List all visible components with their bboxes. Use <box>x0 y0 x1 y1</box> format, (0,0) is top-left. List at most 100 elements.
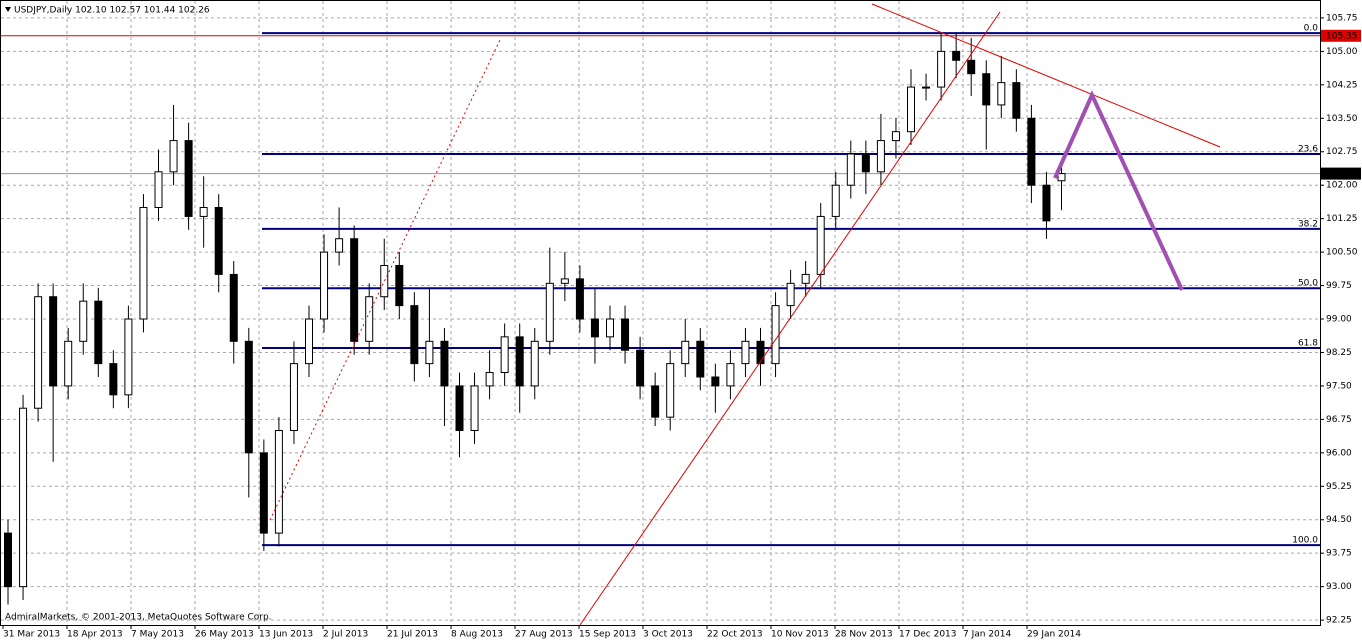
x-tick-label: 21 Jul 2013 <box>387 630 438 640</box>
y-tick-label: 104.25 <box>1326 80 1358 90</box>
candle-body <box>34 296 43 409</box>
fib-label: 50.0 <box>1298 279 1318 289</box>
y-tick-label: 96.00 <box>1326 448 1352 458</box>
candle-body <box>350 238 359 342</box>
x-tick-label: 8 Aug 2013 <box>451 630 503 640</box>
candle-body <box>816 215 825 275</box>
candle-body <box>545 282 554 342</box>
y-tick-label: 93.75 <box>1326 549 1352 559</box>
candle-body <box>455 385 464 432</box>
alert-price-box <box>1321 29 1361 42</box>
candle-body <box>49 296 58 387</box>
y-tick-label: 102.75 <box>1326 147 1358 157</box>
trend-line <box>579 11 1001 626</box>
candle-body <box>560 278 569 284</box>
trend-line-dashed <box>269 39 501 521</box>
candle-body <box>786 282 795 307</box>
candle-body <box>94 300 103 365</box>
y-tick-label: 99.75 <box>1326 281 1352 291</box>
candle-body <box>681 340 690 365</box>
candle-body <box>199 207 208 217</box>
candle-body <box>440 340 449 387</box>
candle-body <box>485 372 494 387</box>
candle-body <box>696 340 705 378</box>
candle-body <box>666 363 675 418</box>
x-tick-label: 18 Apr 2013 <box>67 630 123 640</box>
alert-price-label: 105.35 <box>1326 31 1358 41</box>
candle-body <box>1027 117 1036 186</box>
candle-body <box>861 153 870 173</box>
x-tick-label: 28 Nov 2013 <box>835 630 893 640</box>
candle-body <box>365 296 374 342</box>
candle-body <box>590 318 599 338</box>
candle-body <box>575 278 584 320</box>
candle-body <box>1042 184 1051 222</box>
y-tick-label: 105.75 <box>1326 13 1358 23</box>
y-tick-label: 100.50 <box>1326 248 1358 258</box>
candle-body <box>982 73 991 106</box>
candle-body <box>139 207 148 320</box>
candle-body <box>425 340 434 365</box>
x-tick-label: 31 Mar 2013 <box>3 630 60 640</box>
candle-body <box>891 131 900 142</box>
last-price-label: 102.26 <box>1326 169 1358 179</box>
y-tick-label: 96.75 <box>1326 415 1352 425</box>
candle-body <box>1057 173 1066 182</box>
projection-path <box>1053 90 1184 291</box>
x-tick-label: 7 Jan 2014 <box>963 630 1011 640</box>
candle-body <box>124 318 133 396</box>
candle-body <box>229 273 238 342</box>
grid <box>1 1 1320 625</box>
candle-body <box>967 59 976 75</box>
candle-body <box>154 171 163 209</box>
candle-body <box>244 340 253 454</box>
candle-body <box>907 86 915 133</box>
candle-body <box>470 385 479 432</box>
y-tick-label: 97.50 <box>1326 381 1352 391</box>
plot-border <box>0 0 1321 626</box>
fib-label: 100.0 <box>1292 536 1318 546</box>
y-tick-label: 103.50 <box>1326 114 1358 124</box>
fib-label: 23.6 <box>1298 144 1318 154</box>
candle-body <box>711 376 720 387</box>
candle-body <box>726 363 735 387</box>
x-tick-label: 2 Jul 2013 <box>323 630 368 640</box>
x-tick-label: 7 May 2013 <box>131 630 184 640</box>
candle-body <box>380 264 389 298</box>
candle-body <box>621 318 630 351</box>
candle-body <box>801 273 810 284</box>
candle-body <box>79 300 88 342</box>
chart-title: USDJPY,Daily 102.10 102.57 101.44 102.26 <box>14 6 210 16</box>
candle-body <box>636 349 645 387</box>
candle-body <box>4 532 12 588</box>
y-tick-label: 95.25 <box>1326 482 1352 492</box>
candle-body <box>259 452 268 534</box>
candle-body <box>320 251 329 320</box>
x-tick-label: 27 Aug 2013 <box>515 630 573 640</box>
fib-label: 38.2 <box>1298 219 1318 229</box>
x-tick-label: 29 Jan 2014 <box>1027 630 1081 640</box>
candle-body <box>19 407 28 588</box>
candle-body <box>169 140 178 173</box>
candle-body <box>335 238 344 253</box>
candle-body <box>410 305 419 365</box>
candle-body <box>831 184 840 217</box>
footer: AdmiralMarkets, © 2001-2013, MetaQuotes … <box>5 613 272 623</box>
candle-body <box>771 305 780 365</box>
candle-body <box>515 336 524 387</box>
candle-body <box>395 264 404 307</box>
y-tick-label: 98.25 <box>1326 348 1352 358</box>
candle-body <box>305 318 313 365</box>
candle-body <box>937 50 946 88</box>
candle-body <box>756 340 765 365</box>
candle-body <box>214 207 223 275</box>
candle-body <box>530 340 539 387</box>
x-tick-label: 22 Oct 2013 <box>707 630 763 640</box>
candle-body <box>846 153 855 186</box>
x-tick-label: 17 Dec 2013 <box>899 630 957 640</box>
last-price-box <box>1321 167 1361 180</box>
candle-body <box>922 86 931 89</box>
fib-label: 0.0 <box>1304 24 1319 34</box>
